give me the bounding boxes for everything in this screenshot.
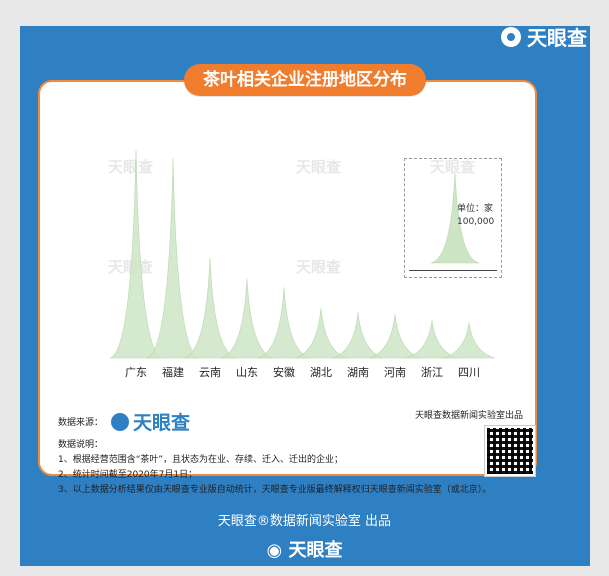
category-label: 浙江	[421, 366, 443, 379]
eye-logo-icon	[501, 26, 521, 47]
eye-logo-icon	[111, 412, 130, 431]
chart-panel	[38, 80, 537, 476]
header-brand: 天眼查	[501, 22, 587, 51]
spike-河南	[368, 314, 422, 359]
footer-text: 天眼查®数据新闻实验室 出品	[217, 514, 392, 529]
spike-四川	[442, 322, 496, 359]
source-row: 数据来源： 天眼查	[58, 408, 528, 435]
spike-浙江	[405, 320, 459, 359]
category-label: 河南	[384, 366, 406, 379]
scale-spike	[430, 172, 480, 264]
scale-inset: 单位：家 100,000	[404, 158, 502, 278]
spike-福建	[146, 158, 200, 359]
source-brand: 天眼查	[111, 408, 190, 435]
category-label: 福建	[162, 365, 184, 379]
area-chart: 广东 福建 云南 山东 安徽 湖北 湖南 河南 浙江 四川	[109, 149, 496, 379]
footer-brand: ◉ 天眼查	[266, 540, 343, 561]
spike-山东	[220, 278, 274, 359]
source-label: 数据来源：	[58, 418, 104, 428]
category-label: 广东	[125, 366, 147, 379]
note-line-1: 1、根据经营范围含“茶叶”，且状态为在业、存续、迁入、迁出的企业；	[58, 455, 344, 465]
spike-安徽	[257, 287, 311, 359]
category-label: 湖南	[347, 366, 369, 379]
category-label: 安徽	[273, 365, 295, 379]
spike-湖南	[331, 312, 385, 359]
note-line-3: 3、以上数据分析结果仅由天眼查专业版自动统计，天眼查专业版最终解释权归天眼查新闻…	[58, 485, 492, 495]
note-line-2: 2、统计时间截至2020年7月1日；	[58, 470, 198, 480]
unit-label: 单位：家 100,000	[457, 204, 495, 227]
chart-title: 茶叶相关企业注册地区分布	[184, 64, 426, 96]
qr-code-icon	[484, 425, 536, 477]
qr-label: 天眼查数据新闻实验室出品	[414, 411, 523, 421]
desc-label: 数据说明：	[58, 440, 104, 450]
spike-湖北	[294, 308, 348, 359]
category-label: 四川	[458, 366, 480, 379]
scale-baseline	[409, 270, 497, 271]
notes: 数据来源： 天眼查 数据说明： 1、根据经营范围含“茶叶”，且状态为在业、存续、…	[58, 408, 528, 497]
eye-logo-icon: ◉	[266, 540, 289, 561]
category-label: 山东	[236, 366, 258, 379]
spike-云南	[183, 258, 237, 359]
spike-广东	[109, 149, 163, 359]
category-label: 云南	[199, 366, 221, 379]
category-label: 湖北	[310, 366, 332, 379]
header-brand-text: 天眼查	[527, 26, 587, 50]
